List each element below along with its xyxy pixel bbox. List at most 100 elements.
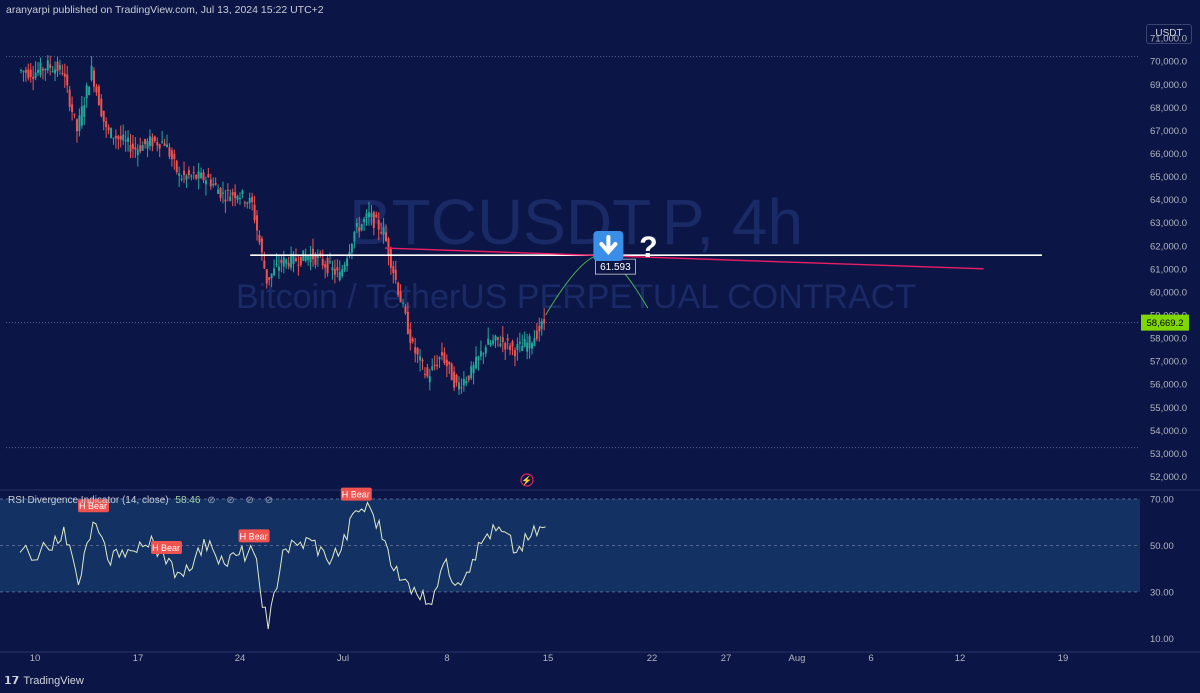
candle-body	[377, 219, 380, 230]
candle-body	[406, 311, 409, 334]
candle-body	[105, 121, 108, 128]
rsi-hidden-icons[interactable]: ⊘ ⊘ ⊘ ⊘	[207, 495, 278, 506]
rsi-band	[0, 498, 1140, 592]
candle-body	[168, 147, 171, 157]
candle-body	[207, 174, 210, 178]
candle-body	[151, 137, 154, 147]
currency-button[interactable]: USDT	[1146, 24, 1192, 44]
watermark-name: Bitcoin / TetherUS PERPETUAL CONTRACT	[236, 278, 916, 316]
candle-body	[270, 273, 273, 279]
candle-body	[231, 192, 234, 196]
candle-body	[107, 127, 110, 131]
candle-body	[375, 214, 378, 218]
candle-body	[360, 224, 363, 231]
candle-body	[404, 306, 407, 314]
candle-body	[153, 136, 156, 142]
candle-body	[27, 69, 30, 78]
price-tick-label: 68,000.0	[1150, 103, 1187, 114]
candle-body	[170, 150, 173, 160]
trendline	[384, 247, 984, 270]
lightning-glyph: ⚡	[521, 475, 532, 487]
candle-body	[95, 86, 98, 93]
rsi-value: 58.46	[175, 495, 201, 506]
candle-body	[496, 337, 499, 340]
rsi-tick-label: 30.00	[1150, 587, 1174, 598]
candle-body	[409, 329, 412, 343]
candle-body	[302, 250, 305, 261]
candle-body	[102, 110, 105, 122]
candle-body	[431, 366, 434, 370]
candle-body	[44, 69, 47, 71]
candle-body	[484, 347, 487, 354]
candle-body	[450, 363, 453, 381]
candle-body	[183, 170, 186, 175]
candle-body	[336, 267, 339, 271]
time-tick-label: 15	[543, 653, 554, 664]
candle-body	[489, 342, 492, 346]
candle-body	[251, 196, 254, 202]
candle-body	[372, 211, 375, 229]
price-tick-label: 64,000.0	[1150, 195, 1187, 206]
rsi-tick-label: 10.00	[1150, 634, 1174, 645]
candle-body	[68, 89, 71, 108]
last-price-label: 58,669.2	[1147, 318, 1184, 329]
candle-body	[41, 68, 44, 71]
candle-body	[71, 104, 74, 112]
candle-body	[258, 235, 261, 243]
candle-body	[382, 227, 385, 235]
candle-body	[438, 357, 441, 360]
candle-body	[180, 178, 183, 180]
candle-body	[462, 378, 465, 386]
candle-body	[367, 212, 370, 218]
time-tick-label: 19	[1058, 653, 1069, 664]
candle-body	[453, 371, 456, 388]
candle-body	[209, 179, 212, 187]
candle-body	[309, 254, 312, 263]
candle-body	[83, 105, 86, 118]
candle-body	[241, 190, 244, 195]
price-tick-label: 61,000.0	[1150, 264, 1187, 275]
candle-body	[526, 342, 529, 352]
candle-body	[287, 262, 290, 267]
candle-body	[29, 69, 32, 78]
candle-body	[163, 143, 166, 146]
candle-body	[268, 277, 271, 280]
candle-body	[273, 268, 276, 276]
candle-body	[470, 366, 473, 379]
candle-body	[192, 172, 195, 174]
tv-brand-name: TradingView	[23, 674, 84, 687]
candle-body	[501, 337, 504, 343]
candle-body	[117, 136, 120, 140]
candle-body	[433, 364, 436, 366]
candle-body	[385, 232, 387, 242]
rsi-tick-label: 50.00	[1150, 541, 1174, 552]
price-tick-label: 62,000.0	[1150, 241, 1187, 252]
candle-body	[411, 338, 414, 342]
candle-body	[397, 282, 400, 295]
time-axis: 10 17 24 Jul 8 15 22 27 Aug 6 12 19	[0, 651, 1200, 664]
candle-body	[494, 335, 497, 341]
tradingview-logo[interactable]: 𝟭𝟳 TradingView	[4, 674, 84, 688]
candle-body	[90, 65, 93, 80]
candle-body	[329, 261, 332, 263]
candle-body	[236, 196, 239, 200]
candle-body	[479, 351, 482, 357]
candle-body	[265, 269, 268, 284]
symbol-legend: Bitcoin / TetherUS PERPETUAL CONTRACT, 4…	[8, 25, 566, 36]
candle-body	[538, 326, 541, 332]
candle-body	[399, 291, 402, 303]
candle-body	[499, 343, 502, 347]
candle-body	[219, 187, 222, 198]
candle-body	[204, 180, 207, 185]
candle-body	[338, 271, 341, 281]
candle-body	[353, 231, 356, 242]
question-mark: ?	[639, 231, 657, 264]
h-bear-badge	[238, 529, 270, 543]
candle-body	[350, 243, 353, 253]
candle-body	[24, 69, 27, 73]
candle-body	[299, 256, 302, 265]
publish-credit: aranyarpi published on TradingView.com, …	[6, 4, 324, 16]
lightning-icon	[520, 473, 534, 487]
candle-body	[75, 119, 78, 132]
candle-body	[460, 387, 463, 389]
